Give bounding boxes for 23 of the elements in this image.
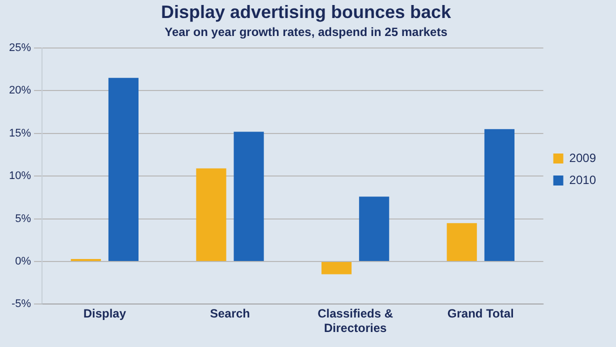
legend-label: 2009 <box>569 150 596 165</box>
y-tick-label: 5% <box>15 212 32 225</box>
category-label: Classifieds & <box>318 306 394 321</box>
chart-title: Display advertising bounces back <box>160 2 452 22</box>
y-tick-label: 20% <box>8 84 32 97</box>
y-tick-label: 0% <box>15 256 32 268</box>
bar <box>446 223 477 261</box>
y-tick-label: 15% <box>8 127 32 140</box>
x-tick-label: Search <box>210 306 250 321</box>
category-label: Directories <box>324 321 387 336</box>
chart-subtitle: Year on year growth rates, adspend in 25 markets <box>164 25 448 40</box>
bar <box>234 132 264 261</box>
bar <box>359 196 390 261</box>
x-tick-label: Display <box>83 306 126 321</box>
legend-label: 2010 <box>569 172 596 187</box>
y-tick-label: -5% <box>11 298 32 310</box>
bar <box>108 78 139 261</box>
y-tick-label: 25% <box>8 42 32 54</box>
y-tick-label: 10% <box>8 170 32 182</box>
bar <box>196 168 226 261</box>
bar <box>321 262 352 274</box>
x-tick-label: Grand Total <box>447 306 514 321</box>
bar <box>484 129 514 261</box>
